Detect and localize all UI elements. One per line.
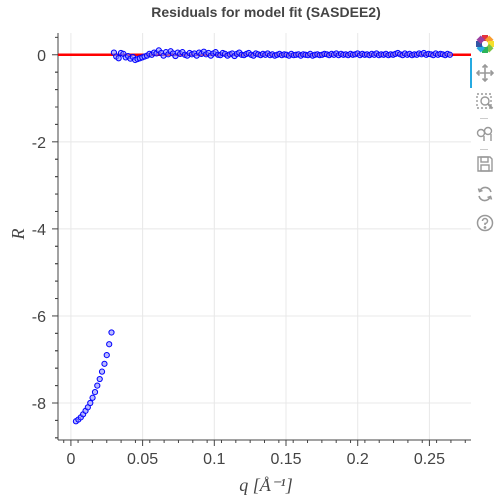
x-axis-label: q [Å⁻¹] xyxy=(239,475,292,495)
toolbar-separator xyxy=(480,118,488,119)
data-point xyxy=(108,329,115,336)
data-point xyxy=(94,382,101,389)
residual-points xyxy=(72,47,454,425)
active-tool-indicator xyxy=(470,58,472,88)
data-point xyxy=(446,51,454,58)
data-point xyxy=(96,375,103,383)
data-point xyxy=(91,389,99,396)
x-tick-label: 0.2 xyxy=(347,451,369,468)
y-tick-label: 0 xyxy=(37,48,46,65)
pan-icon[interactable] xyxy=(473,61,497,85)
data-point xyxy=(106,341,113,348)
data-point xyxy=(101,360,108,367)
y-tick-label: -4 xyxy=(32,222,46,239)
x-tick-label: 0 xyxy=(66,451,75,468)
plot-toolbar xyxy=(471,30,497,270)
data-point xyxy=(103,352,110,359)
y-tick-label: -8 xyxy=(32,396,46,413)
x-tick-label: 0.1 xyxy=(203,451,225,468)
grid xyxy=(58,33,471,440)
data-point xyxy=(98,368,106,375)
x-tick-label: 0.25 xyxy=(414,451,445,468)
data-point xyxy=(115,55,122,62)
x-tick-label: 0.15 xyxy=(270,451,301,468)
axes xyxy=(52,33,471,446)
x-tick-label: 0.05 xyxy=(127,451,158,468)
help-icon[interactable] xyxy=(473,211,497,235)
y-axis-label: R xyxy=(8,229,28,241)
toolbar-separator xyxy=(480,149,488,150)
y-tick-label: -2 xyxy=(32,135,46,152)
chart-title: Residuals for model fit (SASDEE2) xyxy=(151,4,380,20)
wheel-zoom-icon[interactable] xyxy=(473,121,497,145)
data-point xyxy=(89,394,96,401)
y-tick-label: -6 xyxy=(32,309,46,326)
tick-labels: 0 0.05 0.1 0.15 0.2 0.25 0 -2 -4 -6 -8 xyxy=(32,48,445,468)
box-zoom-icon[interactable] xyxy=(473,90,497,114)
bokeh-logo-icon xyxy=(473,32,497,56)
data-point xyxy=(87,399,94,407)
save-icon[interactable] xyxy=(473,152,497,176)
reset-icon[interactable] xyxy=(473,182,497,206)
